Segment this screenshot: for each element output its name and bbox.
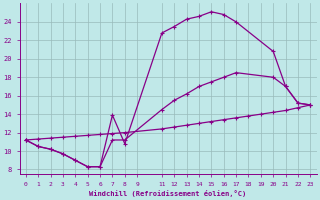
- X-axis label: Windchill (Refroidissement éolien,°C): Windchill (Refroidissement éolien,°C): [90, 190, 247, 197]
